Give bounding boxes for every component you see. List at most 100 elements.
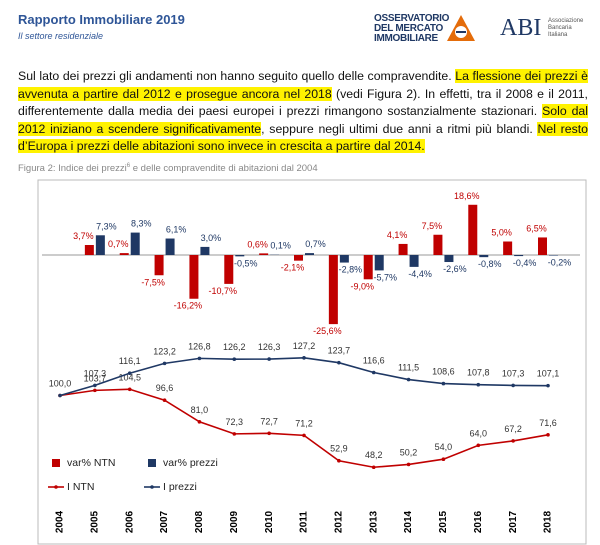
data-label: 107,3 bbox=[502, 368, 525, 378]
x-tick-label: 2016 bbox=[473, 510, 484, 533]
data-label: 4,1% bbox=[387, 230, 408, 240]
data-label: 64,0 bbox=[470, 428, 488, 438]
logo-icon bbox=[447, 15, 475, 41]
line-marker bbox=[406, 462, 411, 467]
x-tick-label: 2009 bbox=[229, 510, 240, 533]
legend-label: I NTN bbox=[67, 481, 94, 493]
data-label: 81,0 bbox=[191, 405, 209, 415]
line-marker bbox=[127, 387, 132, 392]
logo-text: Italiana bbox=[548, 32, 568, 38]
bar bbox=[398, 243, 408, 255]
bar bbox=[294, 255, 303, 261]
data-label: 18,6% bbox=[454, 191, 480, 201]
data-label: 127,2 bbox=[293, 341, 316, 351]
data-label: 107,3 bbox=[84, 368, 107, 378]
bar bbox=[259, 253, 269, 255]
bar bbox=[468, 204, 478, 255]
data-label: 96,6 bbox=[156, 383, 174, 393]
bar bbox=[433, 234, 443, 255]
bar bbox=[154, 255, 164, 276]
data-label: 126,8 bbox=[188, 341, 211, 351]
text: , seppure negli ultimi due anni a ritmi … bbox=[261, 121, 538, 136]
bar bbox=[235, 255, 245, 257]
caption-text: Figura 2: Indice dei prezzi bbox=[18, 163, 127, 175]
data-label: -2,8% bbox=[339, 265, 363, 275]
x-tick-label: 2013 bbox=[368, 510, 379, 533]
data-label: -10,7% bbox=[209, 286, 238, 296]
data-label: 3,0% bbox=[201, 233, 222, 243]
bar bbox=[514, 255, 524, 257]
line-marker bbox=[406, 377, 411, 382]
data-label: 0,6% bbox=[247, 239, 268, 249]
data-label: -5,7% bbox=[373, 272, 397, 282]
data-label: 6,1% bbox=[166, 225, 187, 235]
x-tick-label: 2010 bbox=[264, 510, 275, 533]
header-subtitle: Il settore residenziale bbox=[18, 31, 104, 41]
data-label: 52,9 bbox=[330, 444, 348, 454]
data-label: 71,2 bbox=[295, 418, 313, 428]
bar bbox=[119, 253, 129, 255]
legend-label: var% prezzi bbox=[163, 457, 218, 469]
bar bbox=[409, 255, 419, 267]
line-marker bbox=[337, 360, 341, 365]
x-tick-label: 2008 bbox=[194, 510, 205, 533]
data-label: -0,8% bbox=[478, 259, 502, 269]
data-label: -2,1% bbox=[281, 263, 305, 273]
data-label: -7,5% bbox=[141, 277, 165, 287]
data-label: -0,2% bbox=[548, 258, 572, 268]
line-marker bbox=[93, 383, 97, 388]
line-marker bbox=[441, 457, 446, 462]
data-label: 7,3% bbox=[96, 221, 117, 231]
text: Sul lato dei prezzi gli andamenti non ha… bbox=[18, 69, 456, 83]
line-marker bbox=[511, 439, 515, 443]
x-tick-label: 2007 bbox=[159, 510, 170, 533]
header-title: Rapporto Immobiliare 2019 bbox=[18, 12, 185, 27]
x-tick-label: 2012 bbox=[333, 510, 344, 533]
data-label: 103,7 bbox=[84, 373, 107, 383]
bar bbox=[224, 255, 234, 284]
bar bbox=[189, 255, 199, 299]
logo-abi: ABI bbox=[500, 15, 542, 41]
logo-text: IMMOBILIARE bbox=[374, 33, 438, 44]
line-marker bbox=[58, 393, 62, 398]
data-label: 100,0 bbox=[49, 379, 72, 389]
caption-text: e delle compravendite di abitazioni dal … bbox=[130, 163, 318, 175]
legend-swatch bbox=[150, 485, 154, 489]
line-marker bbox=[197, 356, 202, 361]
data-label: 123,7 bbox=[328, 346, 351, 356]
line-marker bbox=[302, 356, 306, 360]
data-label: -9,0% bbox=[350, 281, 374, 291]
legend-label: I prezzi bbox=[163, 481, 197, 493]
line-marker bbox=[267, 357, 271, 361]
x-tick-label: 2006 bbox=[124, 510, 135, 533]
bar bbox=[363, 255, 373, 280]
data-label: 126,2 bbox=[223, 342, 246, 352]
caption-sup: 6 bbox=[126, 163, 131, 169]
data-label: 0,7% bbox=[108, 239, 129, 249]
data-label: 67,2 bbox=[504, 424, 522, 434]
line-marker bbox=[441, 381, 446, 386]
bar bbox=[95, 235, 105, 255]
data-label: 6,5% bbox=[526, 223, 547, 233]
bar bbox=[479, 255, 489, 258]
data-label: 116,6 bbox=[363, 356, 385, 366]
data-label: 108,6 bbox=[432, 367, 455, 377]
legend-swatch bbox=[148, 459, 156, 467]
data-label: 48,2 bbox=[365, 450, 383, 460]
line-marker bbox=[511, 383, 515, 388]
data-label: 54,0 bbox=[435, 442, 453, 452]
data-label: -0,5% bbox=[234, 258, 258, 268]
data-label: -0,4% bbox=[513, 258, 537, 268]
paragraph: Sul lato dei prezzi gli andamenti non ha… bbox=[18, 68, 588, 156]
line-marker bbox=[127, 371, 132, 376]
logo-text: Associazione bbox=[548, 18, 584, 24]
x-tick-label: 2015 bbox=[438, 510, 449, 533]
bar bbox=[130, 232, 140, 255]
line-marker bbox=[162, 398, 167, 403]
data-label: 116,1 bbox=[119, 356, 141, 366]
data-label: 111,5 bbox=[398, 363, 419, 373]
data-label: -4,4% bbox=[408, 269, 432, 279]
line-marker bbox=[371, 465, 376, 470]
data-label: 123,2 bbox=[153, 346, 176, 356]
